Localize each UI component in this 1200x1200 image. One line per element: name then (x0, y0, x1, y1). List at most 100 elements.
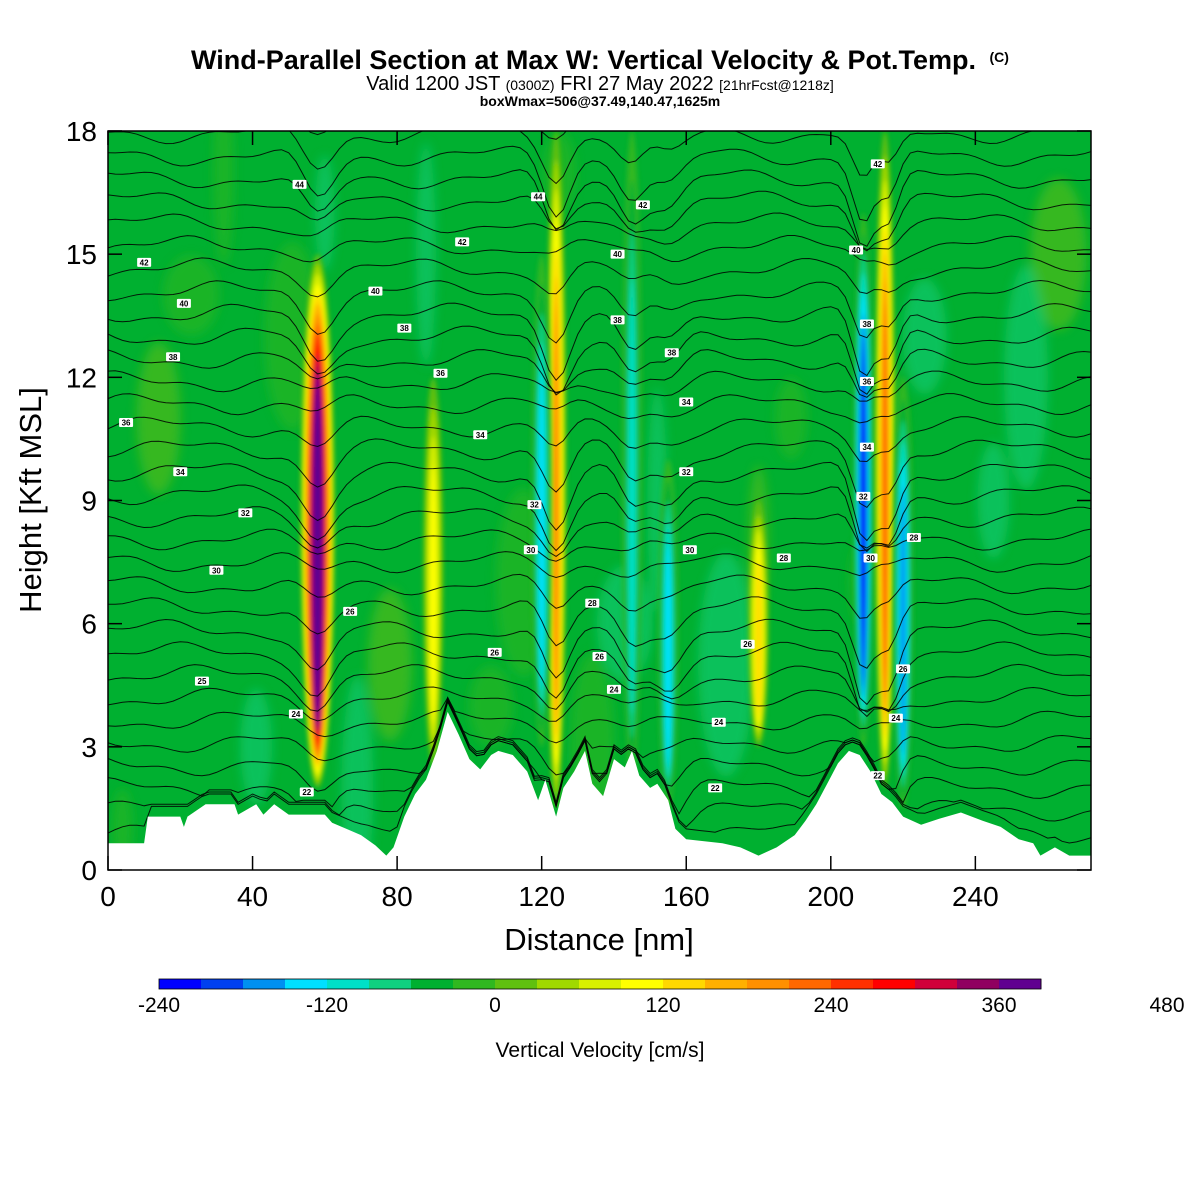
colorbar-swatch (579, 979, 622, 989)
contour-label-text: 44 (295, 180, 304, 189)
contour-label-text: 30 (685, 546, 694, 555)
contour-label-text: 26 (899, 665, 908, 674)
x-tick-label: 0 (100, 881, 116, 912)
contour-label: 30 (682, 545, 697, 555)
vertical-velocity-field (300, 131, 914, 809)
contour-label: 28 (776, 553, 791, 563)
contour-label-box (682, 545, 697, 555)
colorbar-title: Vertical Velocity [cm/s] (496, 1039, 705, 1062)
y-tick-label: 12 (66, 362, 97, 393)
contour-label: 28 (906, 532, 921, 542)
contour-label-text: 26 (490, 648, 499, 657)
vertical-velocity-band (882, 303, 888, 702)
x-tick-label: 160 (663, 881, 710, 912)
colorbar-tick-label: 0 (489, 994, 501, 1017)
background-variability-blob (163, 255, 220, 336)
contour-label-box (288, 709, 303, 719)
contour-label-box (292, 179, 307, 189)
colorbar-swatch (705, 979, 748, 989)
contour-label-text: 34 (476, 431, 485, 440)
contour-label-text: 22 (873, 772, 882, 781)
colorbar-swatch (663, 979, 706, 989)
contour-label-text: 28 (779, 554, 788, 563)
box-wmax-info: boxWmax=506@37.49,140.47,1625m (480, 93, 721, 109)
contour-label-box (592, 652, 607, 662)
contour-label: 24 (888, 713, 903, 723)
contour-label: 30 (523, 545, 538, 555)
contour-label-text: 32 (859, 492, 868, 501)
contour-label: 40 (176, 298, 191, 308)
contour-label-box (896, 664, 911, 674)
colorbar-swatch (369, 979, 412, 989)
contour-label-box (859, 442, 874, 452)
background-variability-blob (1003, 265, 1048, 490)
contour-label-text: 22 (302, 788, 311, 797)
contour-label: 34 (473, 430, 488, 440)
colorbar-tick-label: 120 (645, 994, 680, 1017)
contour-label: 40 (610, 249, 625, 259)
contour-label: 34 (173, 467, 188, 477)
colorbar-swatch (327, 979, 370, 989)
y-tick-label: 15 (66, 239, 97, 270)
background-variability-blob (416, 142, 437, 367)
contour-label-box (859, 319, 874, 329)
colorbar-swatch (201, 979, 244, 989)
contour-label: 44 (292, 179, 307, 189)
contour-label-box (137, 257, 152, 267)
x-axis: 0 40 80 120 160 200 240 (100, 131, 999, 912)
contour-label-box (679, 397, 694, 407)
contour-label: 38 (610, 315, 625, 325)
contour-label-text: 38 (613, 316, 622, 325)
valid-time-utc: (0300Z) (506, 77, 555, 93)
contour-label: 22 (299, 787, 314, 797)
pot-temp-contour-line (108, 279, 1091, 344)
background-variability-blob (977, 442, 1010, 559)
pot-temp-contour-line (108, 663, 1091, 713)
contour-label-text: 42 (458, 238, 467, 247)
contour-label-text: 38 (169, 353, 178, 362)
contour-label: 40 (849, 245, 864, 255)
vertical-velocity-band (900, 485, 906, 755)
contour-label: 22 (708, 783, 723, 793)
colorbar-swatch (789, 979, 832, 989)
contour-label: 30 (863, 553, 878, 563)
vertical-velocity-cell (658, 459, 679, 809)
colorbar-swatch (747, 979, 790, 989)
colorbar-swatch (873, 979, 916, 989)
chart-title-text: Wind-Parallel Section at Max W: Vertical… (191, 45, 976, 75)
contour-label-text: 38 (400, 324, 409, 333)
vertical-velocity-band (861, 353, 866, 677)
terrain (108, 711, 1091, 870)
contour-label-text: 34 (862, 443, 871, 452)
contour-label-box (531, 192, 546, 202)
contour-label-text: 40 (613, 250, 622, 259)
valid-date: FRI 27 May 2022 (560, 73, 713, 95)
contour-label-text: 34 (682, 398, 691, 407)
colorbar-swatch (831, 979, 874, 989)
contour-label-text: 40 (371, 287, 380, 296)
pot-temp-contour-line (108, 596, 1091, 669)
contour-label: 32 (527, 500, 542, 510)
background-variability-blob (240, 688, 273, 805)
background-variability-blob (367, 588, 412, 741)
pot-temp-contour-line (108, 438, 1091, 509)
vertical-velocity-band (315, 404, 320, 713)
contour-label-box (176, 298, 191, 308)
contour-label-box (863, 553, 878, 563)
vertical-velocity-cell (531, 254, 552, 747)
contour-label-box (859, 376, 874, 386)
contour-label-text: 32 (530, 501, 539, 510)
contour-label-box (711, 717, 726, 727)
pot-temp-contour-line (108, 698, 1091, 828)
contour-label: 36 (859, 376, 874, 386)
contour-label-box (523, 545, 538, 555)
contour-label-box (679, 467, 694, 477)
contour-label: 34 (679, 397, 694, 407)
pot-temp-contour-line (108, 415, 1091, 463)
contour-label: 25 (194, 676, 209, 686)
contour-label-text: 30 (212, 566, 221, 575)
contour-label-box (870, 771, 885, 781)
pot-temp-contour-line (108, 696, 1091, 815)
pot-temp-contour-line (108, 370, 1091, 402)
